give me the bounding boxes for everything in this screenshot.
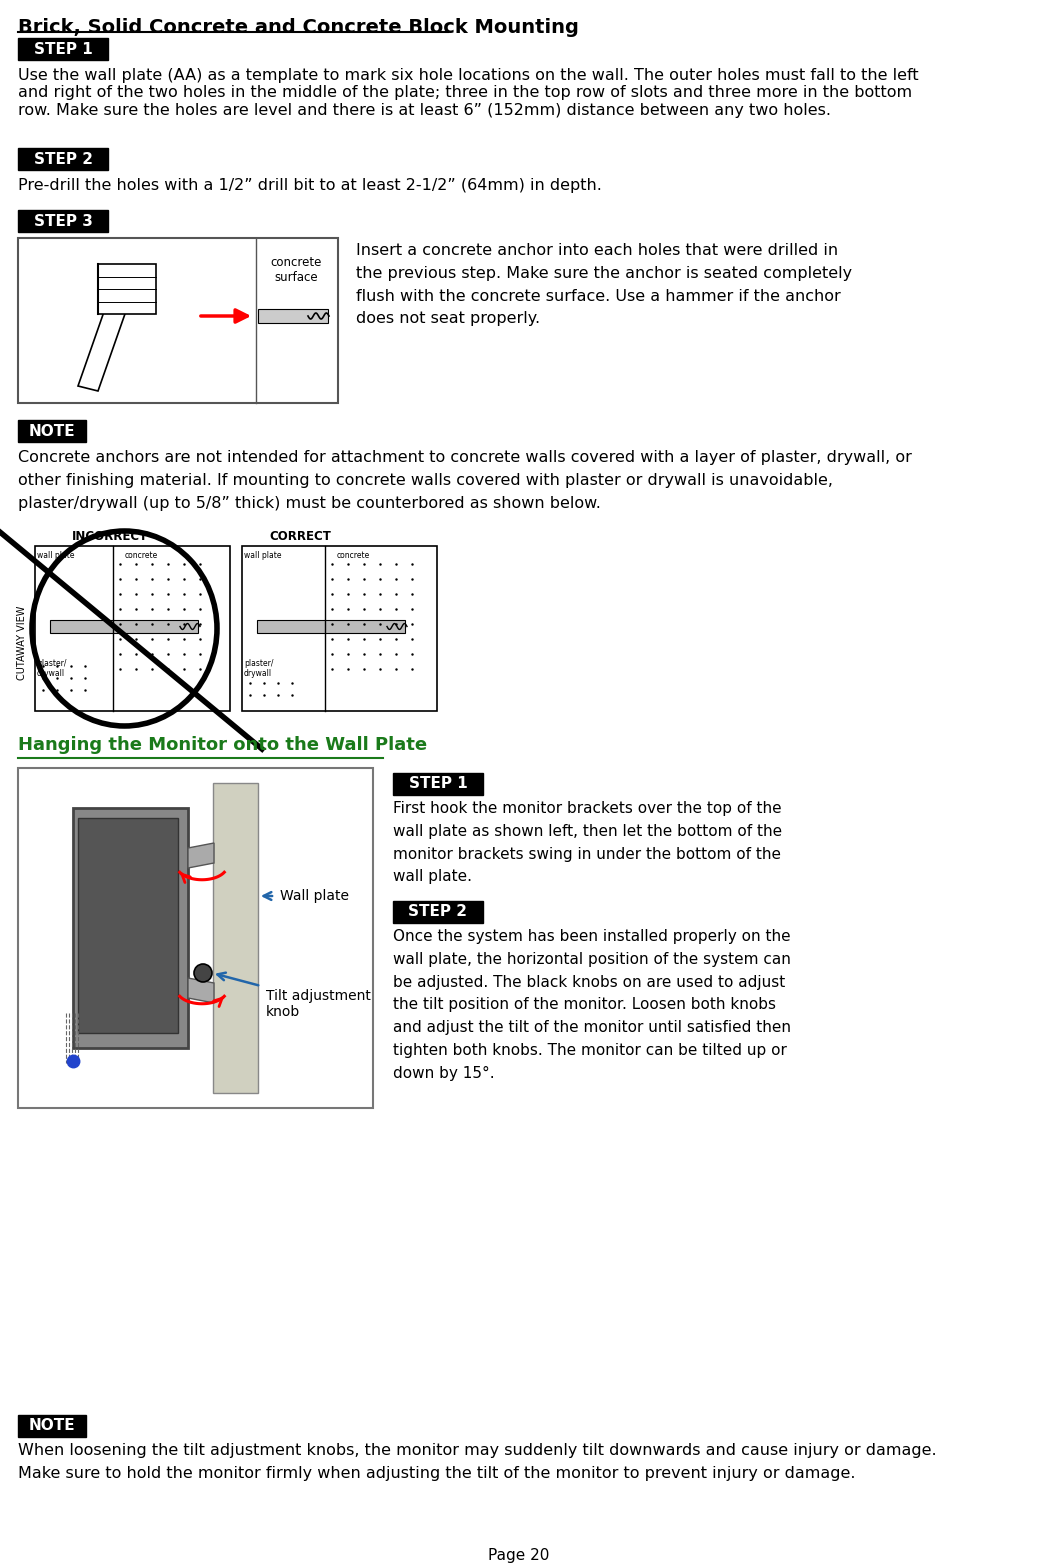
- FancyBboxPatch shape: [18, 768, 373, 1108]
- Text: When loosening the tilt adjustment knobs, the monitor may suddenly tilt downward: When loosening the tilt adjustment knobs…: [18, 1443, 936, 1481]
- Text: Use the wall plate (AA) as a template to mark six hole locations on the wall. Th: Use the wall plate (AA) as a template to…: [18, 67, 919, 118]
- Text: concrete: concrete: [337, 552, 371, 559]
- Text: Pre-drill the holes with a 1/2” drill bit to at least 2-1/2” (64mm) in depth.: Pre-drill the holes with a 1/2” drill bi…: [18, 179, 602, 193]
- FancyBboxPatch shape: [50, 621, 198, 633]
- FancyBboxPatch shape: [213, 784, 258, 1094]
- FancyBboxPatch shape: [18, 1415, 86, 1437]
- Text: plaster/
drywall: plaster/ drywall: [37, 660, 66, 679]
- Polygon shape: [188, 978, 214, 1003]
- FancyBboxPatch shape: [73, 809, 188, 1048]
- Text: concrete: concrete: [125, 552, 158, 559]
- FancyBboxPatch shape: [35, 545, 230, 711]
- Text: STEP 2: STEP 2: [33, 152, 92, 166]
- Text: Wall plate: Wall plate: [280, 888, 349, 903]
- Text: INCORRECT: INCORRECT: [72, 530, 148, 544]
- Text: CUTAWAY VIEW: CUTAWAY VIEW: [17, 606, 27, 680]
- FancyBboxPatch shape: [18, 420, 86, 442]
- FancyBboxPatch shape: [257, 621, 405, 633]
- Text: Insert a concrete anchor into each holes that were drilled in
the previous step.: Insert a concrete anchor into each holes…: [356, 243, 852, 326]
- Text: NOTE: NOTE: [29, 423, 76, 439]
- Text: Concrete anchors are not intended for attachment to concrete walls covered with : Concrete anchors are not intended for at…: [18, 450, 911, 511]
- FancyBboxPatch shape: [393, 901, 483, 923]
- Text: Brick, Solid Concrete and Concrete Block Mounting: Brick, Solid Concrete and Concrete Block…: [18, 17, 579, 38]
- Text: Hanging the Monitor onto the Wall Plate: Hanging the Monitor onto the Wall Plate: [18, 736, 427, 754]
- Polygon shape: [78, 306, 126, 392]
- Text: plaster/
drywall: plaster/ drywall: [244, 660, 273, 679]
- FancyBboxPatch shape: [393, 773, 483, 794]
- Text: wall plate: wall plate: [244, 552, 281, 559]
- FancyBboxPatch shape: [18, 210, 108, 232]
- Text: STEP 3: STEP 3: [33, 213, 92, 229]
- FancyBboxPatch shape: [18, 147, 108, 169]
- Circle shape: [194, 964, 212, 983]
- Text: STEP 1: STEP 1: [409, 777, 467, 791]
- FancyBboxPatch shape: [18, 38, 108, 60]
- Polygon shape: [188, 843, 214, 868]
- Text: Once the system has been installed properly on the
wall plate, the horizontal po: Once the system has been installed prope…: [393, 929, 791, 1081]
- Text: wall plate: wall plate: [37, 552, 75, 559]
- Text: STEP 1: STEP 1: [33, 41, 92, 56]
- FancyBboxPatch shape: [18, 238, 338, 403]
- FancyBboxPatch shape: [242, 545, 437, 711]
- FancyBboxPatch shape: [78, 818, 177, 1033]
- Text: Tilt adjustment
knob: Tilt adjustment knob: [266, 989, 371, 1019]
- Text: concrete
surface: concrete surface: [270, 255, 322, 284]
- Text: NOTE: NOTE: [29, 1418, 76, 1434]
- Text: CORRECT: CORRECT: [269, 530, 331, 544]
- FancyBboxPatch shape: [98, 263, 156, 313]
- Text: STEP 2: STEP 2: [409, 904, 467, 920]
- Text: First hook the monitor brackets over the top of the
wall plate as shown left, th: First hook the monitor brackets over the…: [393, 801, 782, 884]
- Text: Page 20: Page 20: [488, 1548, 550, 1562]
- FancyBboxPatch shape: [258, 309, 328, 323]
